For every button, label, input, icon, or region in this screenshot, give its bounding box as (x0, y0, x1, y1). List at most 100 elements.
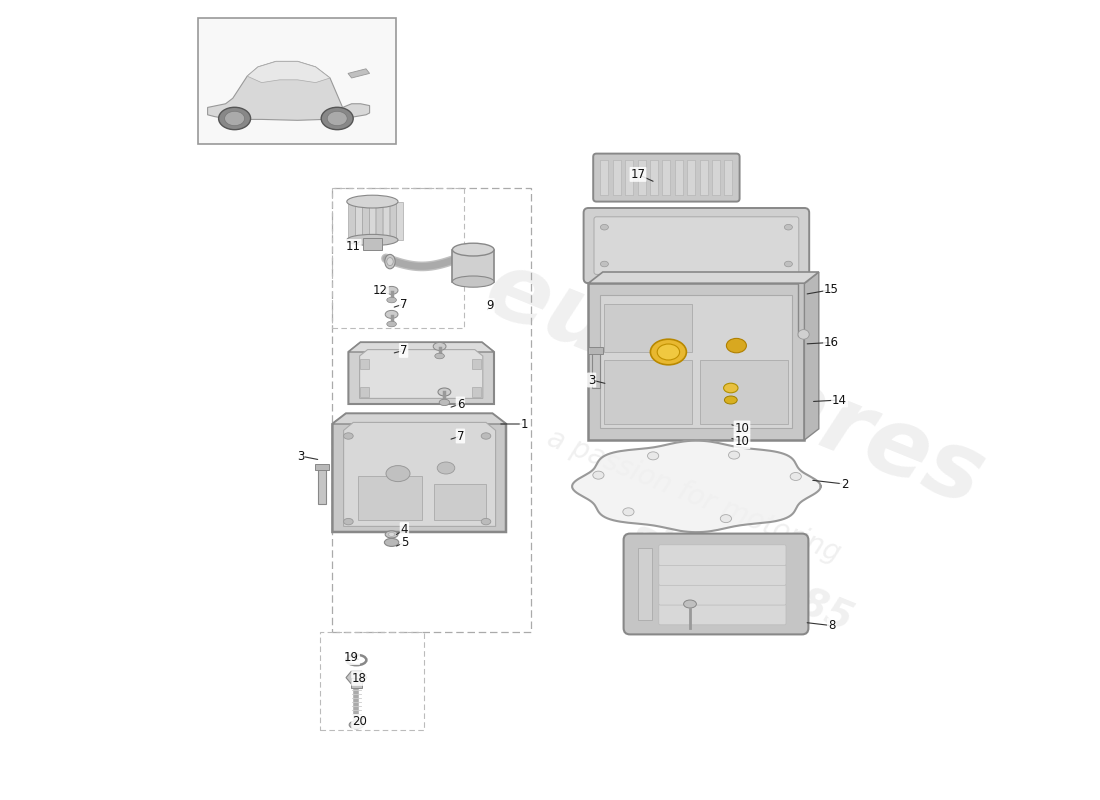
Bar (318, 466, 326, 504)
Text: 2: 2 (840, 478, 848, 490)
Text: 9: 9 (486, 299, 494, 312)
Bar (332, 188, 531, 632)
Polygon shape (572, 441, 821, 532)
Bar (798, 278, 810, 336)
Polygon shape (208, 62, 370, 120)
Bar (363, 238, 382, 250)
FancyBboxPatch shape (624, 534, 808, 634)
Text: 10: 10 (735, 422, 749, 434)
Text: 11: 11 (345, 240, 361, 253)
Bar (358, 476, 422, 520)
Text: a passion for motoring: a passion for motoring (543, 424, 845, 568)
Polygon shape (360, 350, 483, 398)
Ellipse shape (346, 234, 398, 246)
Bar (638, 548, 652, 620)
Polygon shape (588, 272, 818, 283)
Bar (604, 360, 692, 424)
Ellipse shape (784, 225, 792, 230)
Bar (362, 202, 369, 240)
Ellipse shape (648, 452, 659, 460)
Ellipse shape (327, 111, 348, 126)
Bar (472, 387, 481, 397)
Polygon shape (248, 62, 330, 82)
Polygon shape (346, 671, 366, 684)
Text: 19: 19 (344, 651, 359, 664)
Bar (625, 160, 634, 195)
Ellipse shape (388, 533, 395, 536)
Polygon shape (588, 283, 804, 440)
Bar (351, 678, 362, 688)
Ellipse shape (346, 195, 398, 208)
Ellipse shape (601, 261, 608, 266)
Polygon shape (601, 295, 792, 428)
Bar (601, 160, 608, 195)
Ellipse shape (343, 518, 353, 525)
Ellipse shape (481, 433, 491, 439)
Polygon shape (348, 69, 370, 78)
Text: 8: 8 (828, 619, 835, 632)
Text: eurosares: eurosares (471, 242, 997, 526)
Polygon shape (343, 422, 496, 526)
Ellipse shape (593, 471, 604, 479)
Text: 3: 3 (297, 450, 304, 462)
Ellipse shape (385, 254, 395, 269)
Bar (452, 250, 494, 282)
FancyBboxPatch shape (659, 545, 786, 566)
Bar (434, 484, 486, 520)
Ellipse shape (798, 274, 810, 283)
Ellipse shape (321, 107, 353, 130)
Ellipse shape (385, 286, 398, 294)
Bar (700, 160, 707, 195)
Polygon shape (349, 342, 494, 404)
Ellipse shape (790, 473, 802, 481)
Ellipse shape (726, 338, 747, 353)
Ellipse shape (439, 399, 450, 406)
Text: 15: 15 (824, 283, 839, 296)
Ellipse shape (384, 538, 399, 546)
Ellipse shape (452, 276, 494, 287)
Ellipse shape (343, 433, 353, 439)
Text: 16: 16 (824, 336, 839, 349)
Bar (688, 160, 695, 195)
FancyBboxPatch shape (659, 565, 786, 586)
Bar (320, 632, 425, 730)
FancyBboxPatch shape (584, 208, 810, 283)
Ellipse shape (650, 339, 686, 365)
Ellipse shape (387, 258, 393, 266)
Ellipse shape (724, 383, 738, 393)
Bar (588, 347, 603, 354)
Ellipse shape (386, 466, 410, 482)
Ellipse shape (387, 321, 396, 326)
FancyBboxPatch shape (593, 154, 739, 202)
Text: 10: 10 (735, 435, 749, 448)
Bar (349, 202, 355, 240)
Polygon shape (332, 414, 506, 424)
Ellipse shape (601, 225, 608, 230)
Ellipse shape (683, 600, 696, 608)
Text: 20: 20 (352, 715, 367, 728)
Bar (674, 160, 683, 195)
Text: 7: 7 (400, 298, 407, 310)
Text: 17: 17 (630, 168, 646, 181)
Ellipse shape (219, 107, 251, 130)
FancyBboxPatch shape (594, 217, 799, 274)
Ellipse shape (385, 531, 398, 538)
Bar (701, 360, 789, 424)
Ellipse shape (623, 508, 634, 516)
Bar (613, 160, 620, 195)
Polygon shape (349, 342, 494, 352)
Bar (712, 160, 720, 195)
Bar (198, 18, 396, 144)
Bar (332, 188, 464, 328)
Ellipse shape (387, 297, 396, 302)
Ellipse shape (437, 462, 454, 474)
Text: 4: 4 (400, 523, 408, 536)
Ellipse shape (657, 344, 680, 360)
Bar (662, 160, 670, 195)
Bar (638, 160, 646, 195)
Bar (396, 202, 403, 240)
Text: 6: 6 (456, 398, 464, 410)
Bar (592, 350, 600, 388)
Text: 3: 3 (587, 374, 595, 386)
Ellipse shape (481, 518, 491, 525)
